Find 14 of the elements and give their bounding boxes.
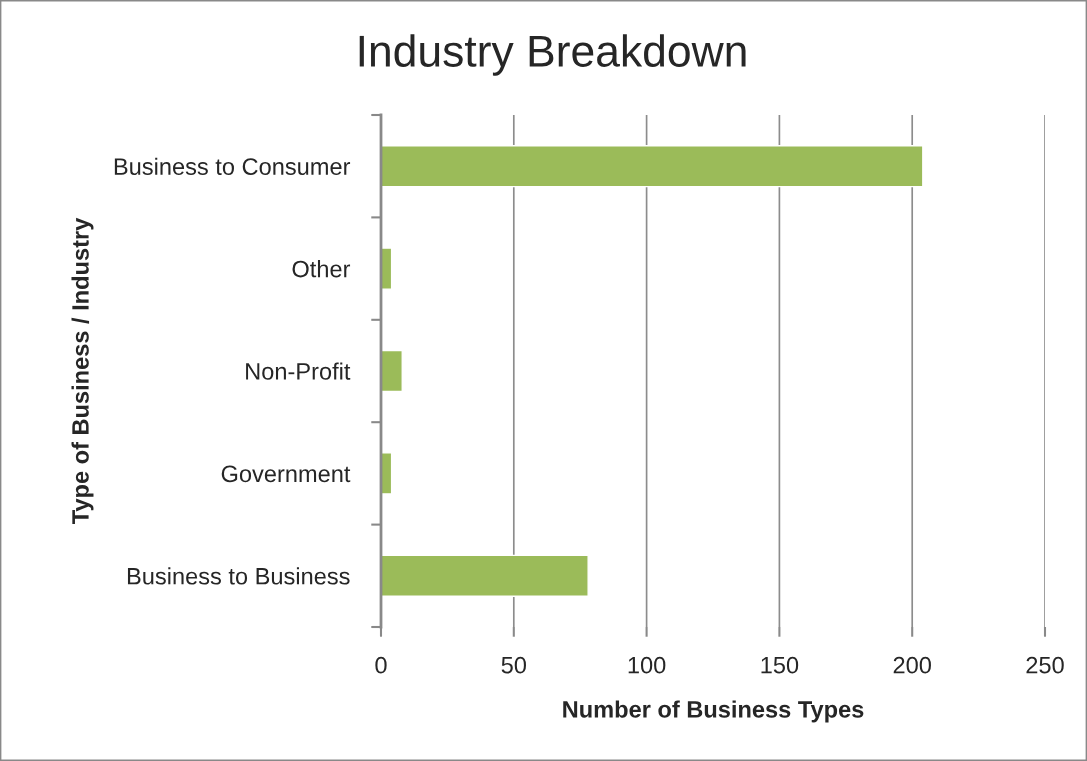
x-axis-title: Number of Business Types [563,700,864,723]
x-tick-label: 250 [1026,656,1064,674]
y-tick-label: Business to Consumer [114,157,351,175]
y-axis-title: Type of Business / Industry [71,217,94,525]
y-tick-label: Government [221,465,351,483]
y-tick-label: Business to Business [127,567,350,585]
y-tick-label: Non-Profit [246,362,351,380]
x-tick-label: 100 [628,656,666,674]
x-tick-label: 200 [893,656,931,674]
chart-title: Industry Breakdown [359,34,746,76]
x-tick-label: 150 [761,656,799,674]
x-tick-label: 50 [501,656,527,674]
x-tick-label: 0 [375,656,387,674]
y-tick-label: Other [292,260,351,278]
